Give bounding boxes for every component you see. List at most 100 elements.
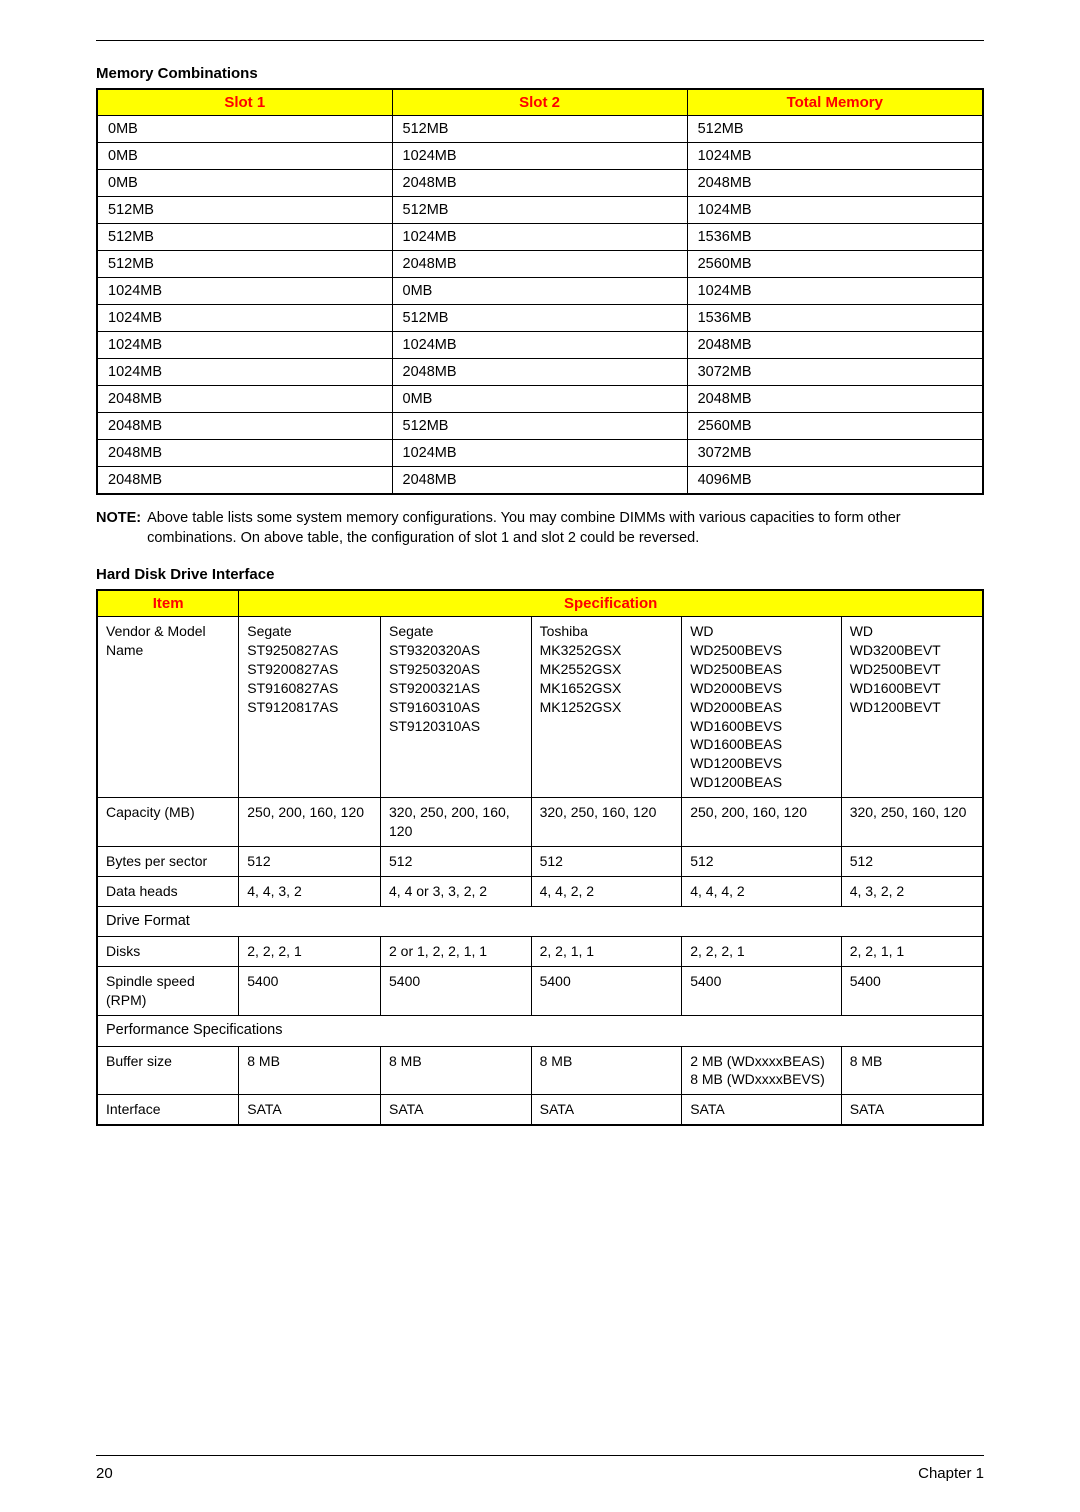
- hdd-spec-cell: 2, 2, 1, 1: [841, 937, 983, 967]
- memory-cell: 512MB: [392, 197, 687, 224]
- hdd-item-cell: Bytes per sector: [97, 846, 239, 876]
- hdd-spec-cell: 512: [531, 846, 682, 876]
- hdd-interface-title: Hard Disk Drive Interface: [96, 566, 984, 583]
- hdd-spec-cell: 5400: [841, 967, 983, 1016]
- note-text: Above table lists some system memory con…: [147, 509, 984, 548]
- hdd-spec-cell: Segate ST9320320AS ST9250320AS ST9200321…: [381, 617, 532, 798]
- table-row: Vendor & Model NameSegate ST9250827AS ST…: [97, 617, 983, 798]
- table-row: 512MB512MB1024MB: [97, 197, 983, 224]
- memory-cell: 1024MB: [687, 143, 983, 170]
- hdd-spec-cell: 2 or 1, 2, 2, 1, 1: [381, 937, 532, 967]
- hdd-section-row: Drive Format: [97, 906, 983, 937]
- hdd-spec-cell: 320, 250, 200, 160, 120: [381, 798, 532, 847]
- hdd-spec-cell: 2, 2, 1, 1: [531, 937, 682, 967]
- hdd-spec-cell: Toshiba MK3252GSX MK2552GSX MK1652GSX MK…: [531, 617, 682, 798]
- hdd-spec-cell: Segate ST9250827AS ST9200827AS ST9160827…: [239, 617, 381, 798]
- table-row: InterfaceSATASATASATASATASATA: [97, 1095, 983, 1125]
- page-number: 20: [96, 1465, 113, 1482]
- hdd-spec-cell: 4, 4, 2, 2: [531, 876, 682, 906]
- hdd-spec-cell: 5400: [531, 967, 682, 1016]
- chapter-label: Chapter 1: [918, 1465, 984, 1482]
- table-row: Performance Specifications: [97, 1015, 983, 1046]
- hdd-item-cell: Vendor & Model Name: [97, 617, 239, 798]
- hdd-spec-cell: 512: [682, 846, 841, 876]
- hdd-spec-cell: 250, 200, 160, 120: [682, 798, 841, 847]
- memory-cell: 512MB: [392, 413, 687, 440]
- hdd-spec-cell: SATA: [239, 1095, 381, 1125]
- hdd-spec-cell: 8 MB: [841, 1046, 983, 1095]
- memory-cell: 0MB: [97, 170, 392, 197]
- table-row: 2048MB2048MB4096MB: [97, 467, 983, 495]
- hdd-table: Item Specification Vendor & Model NameSe…: [96, 589, 984, 1126]
- hdd-spec-cell: 2, 2, 2, 1: [239, 937, 381, 967]
- memory-cell: 2048MB: [97, 467, 392, 495]
- table-row: 512MB2048MB2560MB: [97, 251, 983, 278]
- table-row: Disks2, 2, 2, 12 or 1, 2, 2, 1, 12, 2, 1…: [97, 937, 983, 967]
- hdd-spec-cell: 4, 4 or 3, 3, 2, 2: [381, 876, 532, 906]
- table-row: 1024MB512MB1536MB: [97, 305, 983, 332]
- memory-cell: 1024MB: [687, 278, 983, 305]
- hdd-table-header-row: Item Specification: [97, 590, 983, 617]
- memory-cell: 2048MB: [392, 251, 687, 278]
- table-row: 0MB2048MB2048MB: [97, 170, 983, 197]
- memory-cell: 1536MB: [687, 224, 983, 251]
- hdd-spec-cell: 2, 2, 2, 1: [682, 937, 841, 967]
- hdd-item-cell: Interface: [97, 1095, 239, 1125]
- page: Memory Combinations Slot 1Slot 2Total Me…: [0, 0, 1080, 1166]
- memory-cell: 2048MB: [97, 413, 392, 440]
- memory-cell: 0MB: [97, 143, 392, 170]
- hdd-item-cell: Spindle speed (RPM): [97, 967, 239, 1016]
- memory-cell: 0MB: [392, 386, 687, 413]
- hdd-spec-cell: SATA: [531, 1095, 682, 1125]
- table-row: 512MB1024MB1536MB: [97, 224, 983, 251]
- hdd-spec-cell: 512: [381, 846, 532, 876]
- hdd-spec-cell: WD WD2500BEVS WD2500BEAS WD2000BEVS WD20…: [682, 617, 841, 798]
- memory-cell: 2048MB: [97, 440, 392, 467]
- table-row: 1024MB2048MB3072MB: [97, 359, 983, 386]
- hdd-section-row: Performance Specifications: [97, 1015, 983, 1046]
- hdd-item-cell: Buffer size: [97, 1046, 239, 1095]
- hdd-spec-cell: 2 MB (WDxxxxBEAS) 8 MB (WDxxxxBEVS): [682, 1046, 841, 1095]
- table-row: 0MB512MB512MB: [97, 116, 983, 143]
- memory-cell: 512MB: [392, 116, 687, 143]
- hdd-spec-header: Specification: [239, 590, 983, 617]
- memory-cell: 0MB: [97, 116, 392, 143]
- memory-cell: 2048MB: [392, 467, 687, 495]
- hdd-spec-cell: 5400: [381, 967, 532, 1016]
- hdd-item-cell: Capacity (MB): [97, 798, 239, 847]
- memory-cell: 1024MB: [392, 224, 687, 251]
- hdd-item-cell: Disks: [97, 937, 239, 967]
- hdd-item-header: Item: [97, 590, 239, 617]
- table-row: Drive Format: [97, 906, 983, 937]
- page-footer: 20 Chapter 1: [96, 1465, 984, 1482]
- memory-cell: 512MB: [392, 305, 687, 332]
- table-row: 2048MB0MB2048MB: [97, 386, 983, 413]
- table-row: Buffer size8 MB8 MB8 MB2 MB (WDxxxxBEAS)…: [97, 1046, 983, 1095]
- table-row: 2048MB1024MB3072MB: [97, 440, 983, 467]
- hdd-spec-cell: 320, 250, 160, 120: [531, 798, 682, 847]
- hdd-spec-cell: 4, 4, 3, 2: [239, 876, 381, 906]
- hdd-spec-cell: 4, 4, 4, 2: [682, 876, 841, 906]
- note-label: NOTE:: [96, 509, 141, 548]
- memory-cell: 2048MB: [687, 332, 983, 359]
- table-row: 1024MB0MB1024MB: [97, 278, 983, 305]
- note-block: NOTE: Above table lists some system memo…: [96, 509, 984, 548]
- memory-cell: 512MB: [97, 251, 392, 278]
- memory-cell: 2048MB: [687, 386, 983, 413]
- hdd-spec-cell: WD WD3200BEVT WD2500BEVT WD1600BEVT WD12…: [841, 617, 983, 798]
- memory-cell: 2048MB: [97, 386, 392, 413]
- memory-cell: 1536MB: [687, 305, 983, 332]
- table-row: Bytes per sector512512512512512: [97, 846, 983, 876]
- memory-cell: 1024MB: [392, 440, 687, 467]
- hdd-spec-cell: 8 MB: [239, 1046, 381, 1095]
- memory-cell: 512MB: [97, 197, 392, 224]
- memory-table: Slot 1Slot 2Total Memory 0MB512MB512MB0M…: [96, 88, 984, 495]
- hdd-spec-cell: 512: [841, 846, 983, 876]
- memory-table-header-row: Slot 1Slot 2Total Memory: [97, 89, 983, 116]
- memory-cell: 1024MB: [97, 305, 392, 332]
- memory-cell: 2048MB: [687, 170, 983, 197]
- table-row: Spindle speed (RPM)54005400540054005400: [97, 967, 983, 1016]
- memory-cell: 512MB: [687, 116, 983, 143]
- memory-cell: 4096MB: [687, 467, 983, 495]
- top-rule: [96, 40, 984, 41]
